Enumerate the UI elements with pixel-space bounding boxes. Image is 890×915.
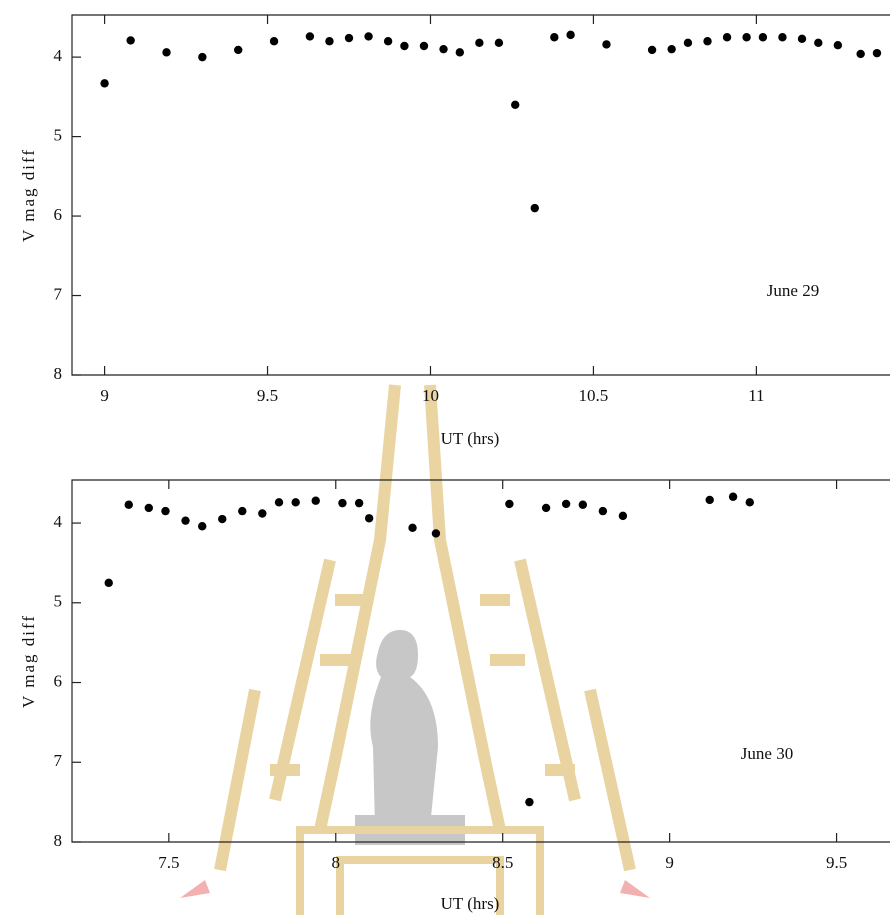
data-point [525, 797, 534, 807]
panel: 4 5 6 7 8 9 9.5 10 10.5 11 June 29 UT (hrs) V mag di… [19, 14, 890, 448]
data-point [618, 511, 628, 521]
annotation: June 30 [741, 744, 793, 763]
data-point [745, 498, 754, 507]
data-point [354, 498, 364, 508]
data-point [258, 509, 267, 518]
x-tick-label: 10 [422, 386, 439, 405]
data-point [550, 33, 559, 42]
data-point [778, 33, 787, 42]
data-point [705, 495, 714, 505]
x-tick-label: 9.5 [257, 386, 278, 405]
data-point [218, 514, 227, 524]
x-tick-label: 8 [332, 853, 341, 872]
x-axis-label: UT (hrs) [441, 894, 500, 913]
data-point [598, 506, 608, 516]
y-tick-label: 8 [54, 831, 63, 850]
data-point [566, 30, 575, 40]
data-point [364, 514, 374, 523]
data-point [344, 33, 354, 43]
y-axis-label: V mag diff [19, 614, 38, 708]
data-point [511, 100, 520, 110]
data-point [722, 33, 732, 42]
data-point [161, 506, 170, 516]
data-point [181, 516, 190, 525]
data-point [872, 48, 882, 58]
y-tick-label: 8 [54, 364, 63, 383]
data-point [728, 492, 738, 501]
data-point [144, 503, 153, 513]
data-point [703, 37, 712, 46]
data-point [274, 498, 284, 507]
y-tick-label: 7 [54, 751, 63, 770]
data-point [475, 38, 484, 48]
panel: 4 5 6 7 8 7.5 8 8.5 9 9.5 June 30 UT (hrs) V mag dif… [19, 479, 890, 913]
data-point [530, 203, 539, 213]
data-point [541, 503, 551, 513]
data-point [311, 496, 320, 505]
data-point [578, 500, 588, 509]
data-point [124, 500, 133, 509]
data-point [758, 33, 768, 42]
data-point [269, 37, 279, 46]
data-point [325, 37, 334, 46]
x-tick-label: 9.5 [826, 853, 847, 872]
data-point [100, 79, 109, 88]
data-point [833, 40, 843, 50]
data-point [291, 498, 300, 507]
y-axis-label: V mag diff [19, 148, 38, 242]
x-tick-label: 7.5 [158, 853, 179, 872]
data-point [439, 44, 448, 54]
data-point [455, 48, 465, 57]
data-point [364, 32, 373, 41]
data-point [408, 523, 417, 533]
data-point [856, 49, 865, 59]
data-point [234, 45, 243, 55]
x-tick-label: 11 [748, 386, 764, 405]
data-point [338, 498, 347, 508]
x-axis-label: UT (hrs) [441, 429, 500, 448]
data-point [383, 37, 393, 46]
data-point [814, 38, 823, 48]
annotation: June 29 [767, 281, 819, 300]
data-point [602, 40, 611, 49]
y-tick-label: 4 [54, 512, 63, 531]
y-tick-label: 6 [54, 205, 63, 224]
y-tick-label: 5 [54, 125, 63, 144]
data-point [494, 38, 504, 48]
data-point [797, 34, 807, 44]
data-point [305, 32, 315, 41]
data-point [162, 48, 171, 57]
plot-frame [71, 479, 890, 843]
y-tick-label: 5 [54, 592, 63, 611]
data-point [400, 41, 409, 51]
data-point [667, 44, 676, 54]
data-point [104, 578, 113, 588]
plot-frame [71, 14, 890, 376]
data-point [683, 38, 693, 48]
data-point [419, 41, 429, 51]
y-tick-label: 7 [54, 284, 63, 303]
watermark [180, 384, 650, 915]
x-tick-label: 9 [100, 386, 109, 405]
data-point [561, 499, 571, 509]
x-tick-label: 9 [665, 853, 674, 872]
data-point [238, 506, 247, 516]
data-point [505, 499, 514, 509]
data-point [647, 45, 657, 55]
x-tick-label: 8.5 [492, 853, 513, 872]
y-tick-label: 6 [54, 671, 63, 690]
data-point [742, 33, 751, 42]
data-point [431, 529, 441, 538]
x-tick-label: 10.5 [579, 386, 609, 405]
data-point [126, 36, 135, 45]
y-tick-label: 4 [54, 46, 63, 65]
data-point [198, 522, 207, 531]
data-point [198, 52, 207, 62]
